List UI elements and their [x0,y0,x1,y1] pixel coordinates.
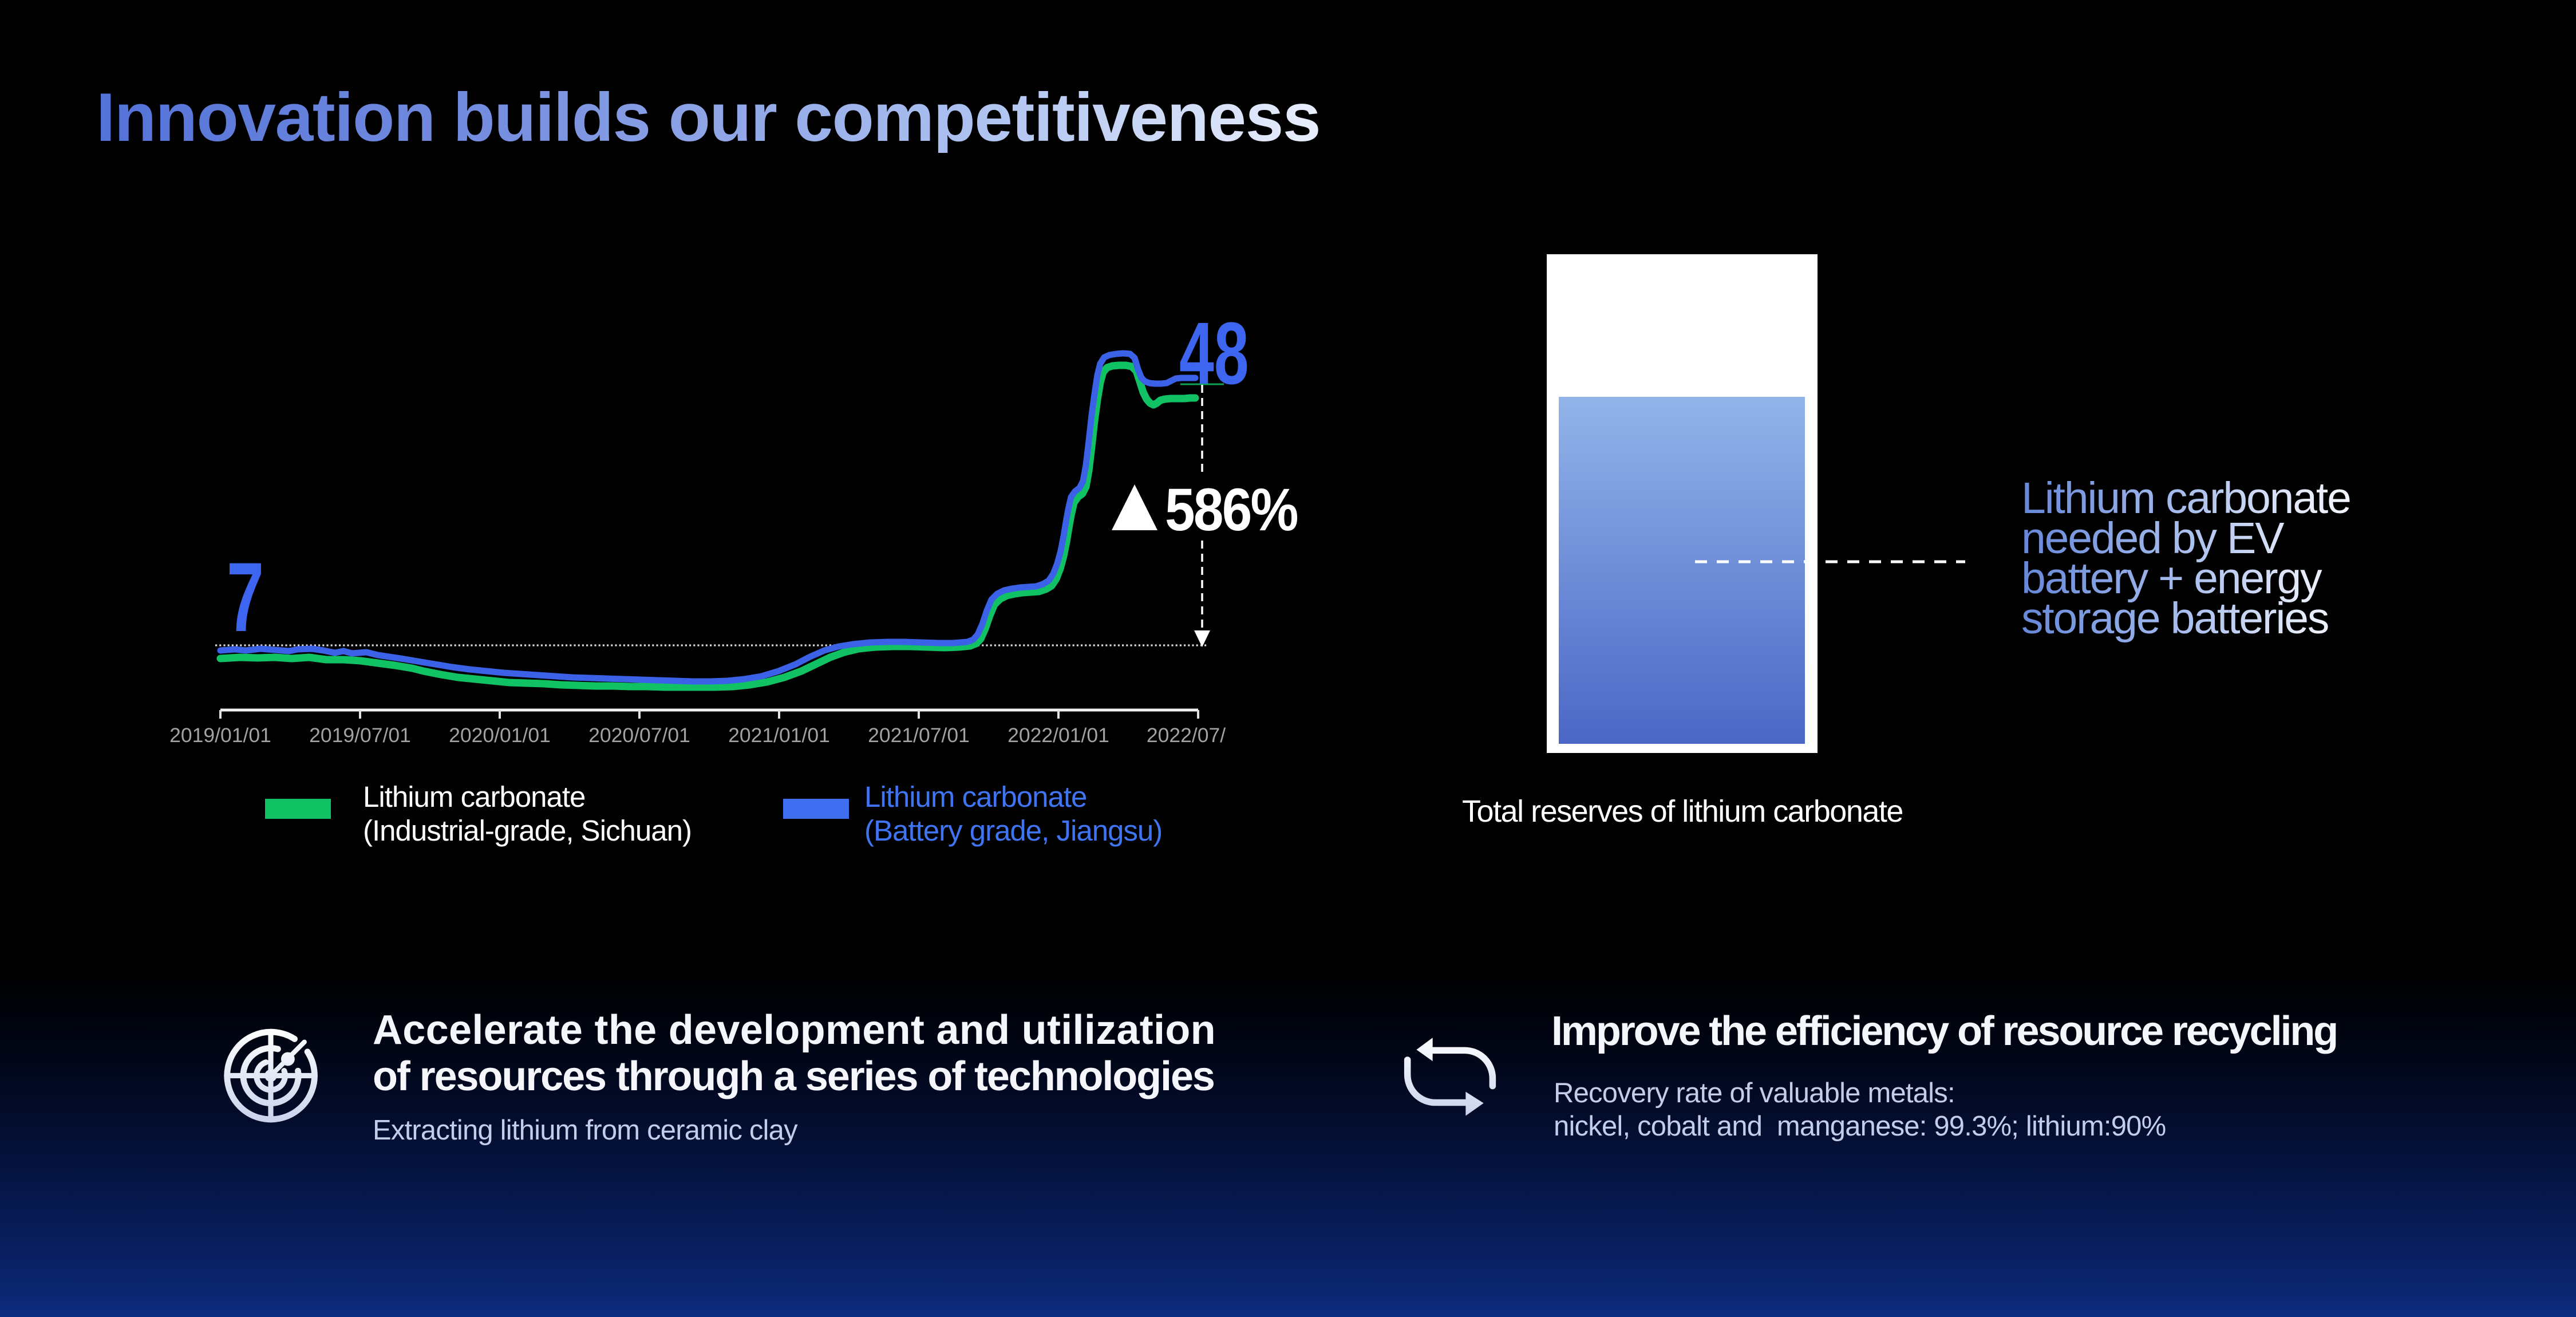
svg-text:2019/01/01: 2019/01/01 [169,724,271,747]
svg-text:2021/07/01: 2021/07/01 [868,724,970,747]
svg-text:2021/01/01: 2021/01/01 [728,724,830,747]
svg-text:2022/07/: 2022/07/ [1147,724,1226,747]
svg-text:7: 7 [227,543,264,653]
svg-text:586%: 586% [1165,476,1298,543]
svg-text:2020/01/01: 2020/01/01 [449,724,551,747]
svg-text:2022/01/01: 2022/01/01 [1008,724,1109,747]
svg-text:2020/07/01: 2020/07/01 [588,724,690,747]
svg-text:48: 48 [1179,305,1249,403]
svg-text:2019/07/01: 2019/07/01 [309,724,411,747]
